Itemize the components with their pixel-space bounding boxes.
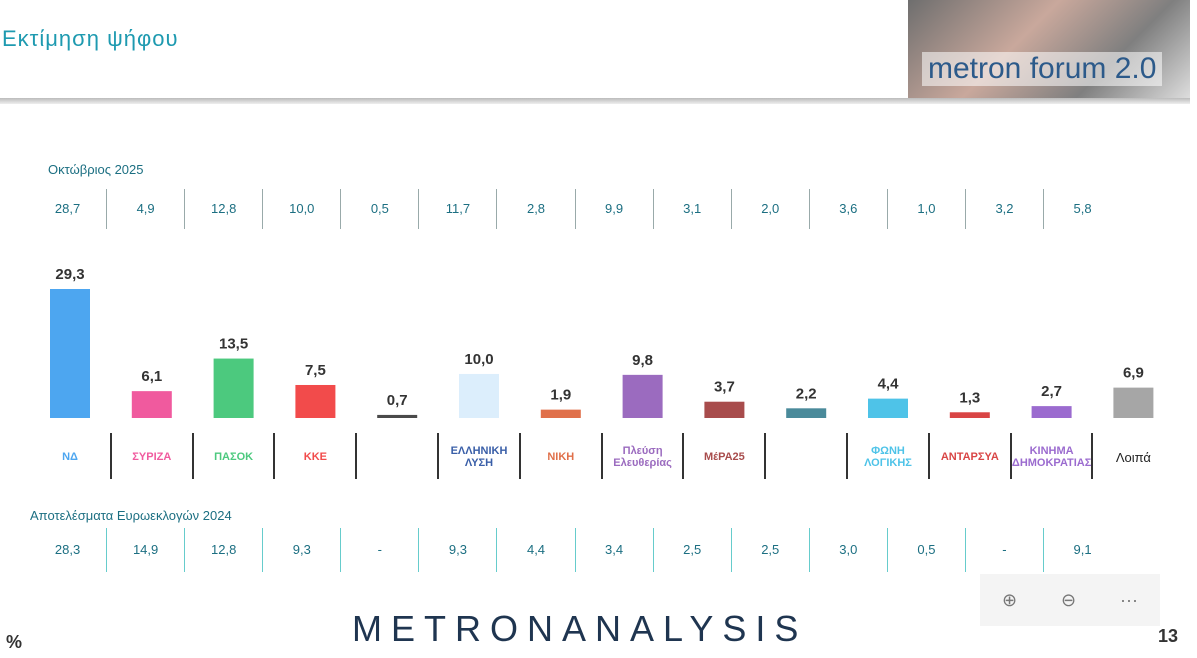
page-number: 13 xyxy=(1158,626,1179,646)
data-label: 13,5 xyxy=(219,336,248,353)
euro-value: 3,0 xyxy=(808,528,887,572)
bar xyxy=(50,289,90,418)
data-label: 6,1 xyxy=(141,368,162,385)
october-value: 12,8 xyxy=(184,189,262,229)
euro-row: 28,3 14,9 12,8 9,3-9,3 4,4 3,4 2,5 2,5 3,0 0,5-9,… xyxy=(29,528,1121,572)
october-value: 2,8 xyxy=(496,189,574,229)
euro-value: 28,3 xyxy=(54,542,81,557)
euro-value: 9,3 xyxy=(418,528,496,572)
bar xyxy=(704,401,745,418)
logo-separator xyxy=(518,433,521,479)
logo-separator xyxy=(273,433,276,479)
data-label: 1,9 xyxy=(550,387,571,404)
october-value: 3,2 xyxy=(964,189,1043,229)
october-value: 2,0 xyxy=(730,189,809,229)
unit-label: % xyxy=(6,632,23,652)
party-logo: ΝΔ xyxy=(62,451,78,463)
zoom-in-icon[interactable]: ⊕ xyxy=(1001,589,1018,610)
october-value: 5,8 xyxy=(1043,189,1121,229)
logo-separator xyxy=(355,433,358,479)
euro-value: 2,5 xyxy=(730,528,809,572)
header-divider xyxy=(0,98,1190,104)
logo-separator xyxy=(682,433,685,479)
logo-separator xyxy=(846,433,848,479)
party-logo: ΑΝΤΑΡΣΥΑ xyxy=(940,451,999,463)
zoom-out-icon[interactable]: ⊖ xyxy=(1061,589,1077,610)
party-logo: ΠΑΣΟΚ xyxy=(214,451,254,463)
data-label: 2,7 xyxy=(1041,383,1062,400)
bar xyxy=(377,414,418,418)
october-value: 9,9 xyxy=(574,189,653,229)
page-title: Εκτίμηση ψήφου xyxy=(2,26,179,51)
october-value: 3,1 xyxy=(652,189,731,229)
party-logo: Πλεύση Ελευθερίας xyxy=(613,445,672,469)
party-logo: ΕΛΛΗΝΙΚΗ ΛΥΣΗ xyxy=(450,445,508,469)
logo-separator xyxy=(600,433,603,479)
bar xyxy=(786,408,827,418)
data-label: 7,5 xyxy=(305,362,326,379)
bar xyxy=(1113,387,1154,418)
data-label: 2,2 xyxy=(796,385,817,402)
bar xyxy=(213,358,254,418)
bar xyxy=(295,384,336,418)
party-logo: ΜέΡΑ25 xyxy=(703,451,745,463)
euro-value: 9,1 xyxy=(1043,528,1121,572)
euro-value: 9,3 xyxy=(262,528,340,572)
october-value: 1,0 xyxy=(886,189,965,229)
october-value: 28,7 xyxy=(54,201,81,216)
october-row: 28,7 4,9 12,8 10,0 0,5 11,7 2,8 9,9 3,1 2,0 3,6 1,0… xyxy=(29,189,1121,229)
euro-value: 12,8 xyxy=(184,528,262,572)
metron-forum-banner: metron forum 2.0 xyxy=(908,0,1190,98)
party-logo: ΣΥΡΙΖΑ xyxy=(132,451,172,463)
party-logo: ΝΙΚΗ xyxy=(547,451,575,463)
party-logo: ΦΩΝΗ ΛΟΓΙΚΗΣ xyxy=(864,445,912,469)
logo-separator xyxy=(1009,433,1012,479)
euro-value: - xyxy=(964,528,1043,572)
euro-value: 0,5 xyxy=(886,528,965,572)
october-label: Οκτώβριος 2025 xyxy=(48,162,144,177)
bar xyxy=(1031,406,1072,418)
logo-separator xyxy=(109,433,112,479)
party-logo xyxy=(361,432,433,482)
bar xyxy=(131,391,172,418)
bar xyxy=(459,373,499,418)
bar xyxy=(540,409,581,418)
party-logo xyxy=(770,432,842,482)
euro-label: Αποτελέσματα Ευρωεκλογών 2024 xyxy=(30,508,232,523)
data-label: 9,8 xyxy=(632,352,653,369)
logo-separator xyxy=(191,433,194,479)
euro-value: 14,9 xyxy=(106,528,184,572)
brand-logo: METRONANALYSIS xyxy=(352,608,808,649)
euro-value: 2,5 xyxy=(652,528,731,572)
euro-value: 3,4 xyxy=(574,528,653,572)
logo-separator xyxy=(437,433,439,479)
data-label: 3,7 xyxy=(714,379,735,396)
party-logo: ΚΙΝΗΜΑ ΔΗΜΟΚΡΑΤΙΑΣ xyxy=(1011,445,1092,469)
bar xyxy=(868,398,908,418)
october-value: 10,0 xyxy=(262,189,340,229)
data-label: 29,3 xyxy=(55,266,84,283)
october-value: 11,7 xyxy=(418,189,496,229)
euro-value: - xyxy=(340,528,418,572)
party-logo: Λοιπά xyxy=(1115,449,1151,465)
data-label: 1,3 xyxy=(959,389,980,406)
october-value: 3,6 xyxy=(808,189,887,229)
bar xyxy=(622,374,663,418)
data-label: 6,9 xyxy=(1123,365,1144,382)
logo-separator xyxy=(1091,433,1094,479)
data-label: 10,0 xyxy=(464,351,493,368)
party-logo: ΚΚΕ xyxy=(303,451,327,463)
data-label: 0,7 xyxy=(387,392,408,409)
data-label: 4,4 xyxy=(878,376,900,393)
october-value: 4,9 xyxy=(106,189,184,229)
logo-separator xyxy=(764,433,767,479)
euro-value: 4,4 xyxy=(496,528,574,572)
logo-separator xyxy=(927,433,930,479)
more-icon[interactable]: ··· xyxy=(1120,589,1139,610)
bar xyxy=(949,412,990,418)
october-value: 0,5 xyxy=(340,189,418,229)
zoom-toolbar: ⊕ ⊖ ··· xyxy=(980,574,1160,626)
